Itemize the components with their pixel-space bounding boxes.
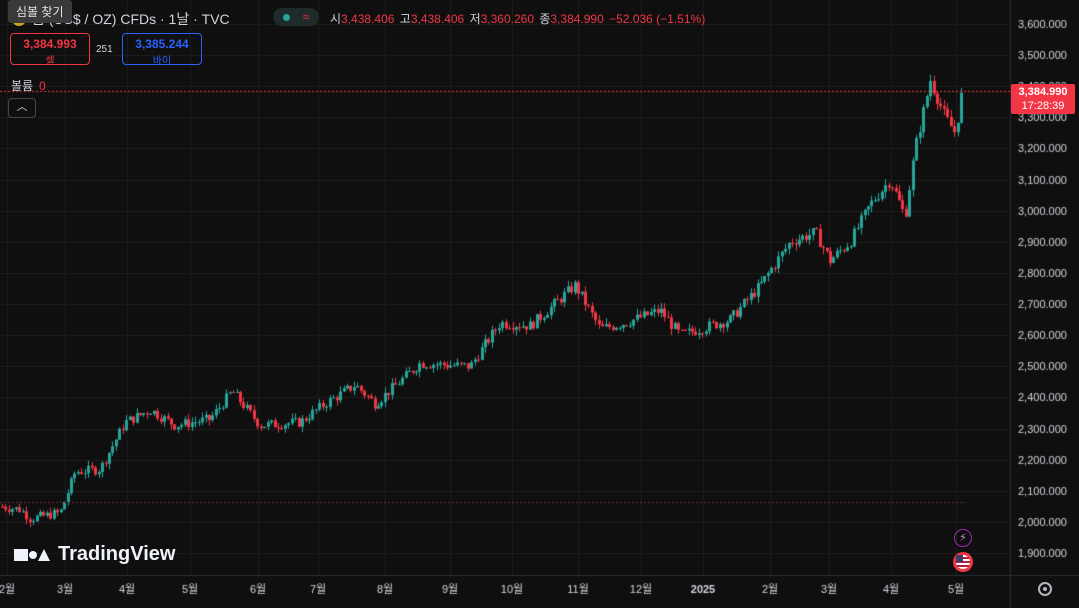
- symbol-title-text: 금 (US$ / OZ) CFDs · 1날 · TVC: [32, 11, 230, 27]
- chart-settings-gear-icon[interactable]: [1038, 582, 1052, 596]
- last-price-value: 3,384.990: [1018, 86, 1068, 98]
- collapse-legend-button[interactable]: ︿: [8, 98, 36, 118]
- lightning-event-icon[interactable]: ⚡: [954, 529, 972, 547]
- chevron-up-icon: ︿: [16, 101, 28, 113]
- ohlc-values: 시3,438.406 고3,438.406 저3,360.260 종3,384.…: [330, 10, 707, 27]
- buy-price: 3,385.244: [135, 37, 189, 51]
- sell-price: 3,384.993: [23, 37, 77, 51]
- buy-button[interactable]: 3,385.244 바이: [122, 33, 202, 67]
- sell-label: 셀: [45, 56, 55, 67]
- wave-icon: ≈: [302, 10, 310, 24]
- tradingview-logo[interactable]: TradingView: [14, 543, 175, 566]
- high-value: 3,438.406: [410, 12, 465, 26]
- close-label: 종: [539, 12, 551, 26]
- low-label: 저: [469, 12, 481, 26]
- close-value: 3,384.990: [550, 12, 604, 26]
- volume-value: 0: [39, 79, 46, 93]
- spread-value: 251: [96, 44, 113, 55]
- symbol-search-tooltip: 심볼 찾기: [8, 0, 72, 23]
- low-value: 3,360.260: [480, 12, 534, 26]
- us-flag-event-icon[interactable]: [953, 552, 973, 572]
- high-label: 고: [399, 12, 411, 26]
- open-value: 3,438.406: [341, 12, 395, 26]
- buy-label: 바이: [152, 56, 172, 67]
- market-status-pill[interactable]: ≈: [273, 8, 319, 26]
- countdown-timer: 17:28:39: [1021, 100, 1065, 112]
- sell-button[interactable]: 3,384.993 셀: [10, 33, 90, 67]
- volume-legend[interactable]: 볼륨 0: [11, 77, 46, 94]
- tradingview-logo-icon: [14, 548, 50, 561]
- tradingview-logo-text: TradingView: [58, 543, 176, 565]
- last-price-tag: 3,384.990 17:28:39: [1011, 84, 1075, 114]
- volume-label: 볼륨: [11, 79, 34, 93]
- open-label: 시: [330, 12, 342, 26]
- market-open-dot-icon: [282, 13, 290, 21]
- change-value: −52.036 (−1.51%): [609, 12, 706, 26]
